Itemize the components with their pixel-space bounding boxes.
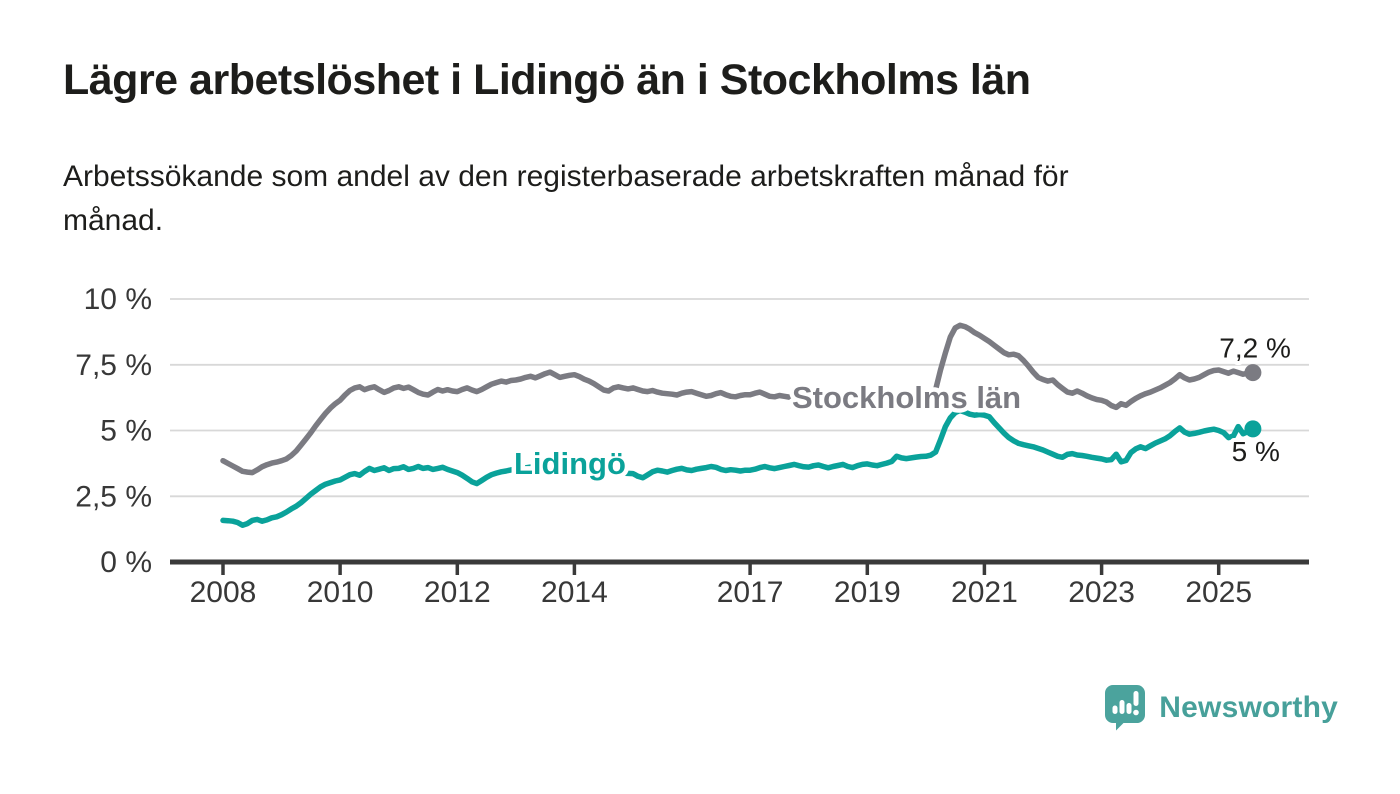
bar-1	[1112, 705, 1118, 714]
y-tick-label: 0 %	[100, 546, 152, 579]
y-tick-label: 10 %	[84, 283, 152, 316]
bar-2	[1119, 700, 1125, 714]
newsworthy-logo[interactable]: Newsworthy	[1104, 684, 1338, 731]
x-tick-label: 2025	[1185, 576, 1252, 609]
speech-bubble-shape	[1105, 685, 1146, 731]
series-label: Stockholms län	[792, 380, 1021, 415]
chart-subtitle: Arbetssökande som andel av den registerb…	[63, 155, 1343, 242]
y-tick-label: 7,5 %	[75, 349, 152, 382]
x-tick-label: 2021	[951, 576, 1018, 609]
newsworthy-bubble-chart-icon	[1105, 685, 1146, 731]
y-tick-label: 5 %	[100, 415, 152, 448]
x-tick-label: 2014	[541, 576, 608, 609]
exclamation-dot	[1133, 709, 1140, 716]
x-tick-label: 2017	[717, 576, 784, 609]
x-tick-label: 2010	[307, 576, 374, 609]
chart-header: Lägre arbetslöshet i Lidingö än i Stockh…	[63, 56, 1343, 242]
x-tick-label: 2008	[190, 576, 257, 609]
newsworthy-wordmark: Newsworthy	[1159, 690, 1338, 724]
exclamation-stroke	[1133, 691, 1139, 706]
series-line-1	[220, 407, 1256, 528]
x-tick-label: 2019	[834, 576, 901, 609]
chart-subtitle-line-1: Arbetssökande som andel av den registerb…	[63, 160, 1069, 193]
y-tick-label: 2,5 %	[75, 480, 152, 513]
end-value-label: 5 %	[1232, 436, 1280, 467]
end-dot	[1244, 420, 1262, 438]
end-value-label: 7,2 %	[1219, 333, 1291, 364]
x-tick-label: 2012	[424, 576, 491, 609]
series-line-0	[220, 322, 1256, 476]
chart-subtitle-line-2: månad.	[63, 203, 164, 237]
chart-title: Lägre arbetslöshet i Lidingö än i Stockh…	[63, 56, 1031, 104]
series-label: Lidingö	[514, 446, 626, 481]
bar-3	[1126, 703, 1132, 714]
x-tick-label: 2023	[1068, 576, 1135, 609]
end-dot	[1244, 364, 1262, 382]
